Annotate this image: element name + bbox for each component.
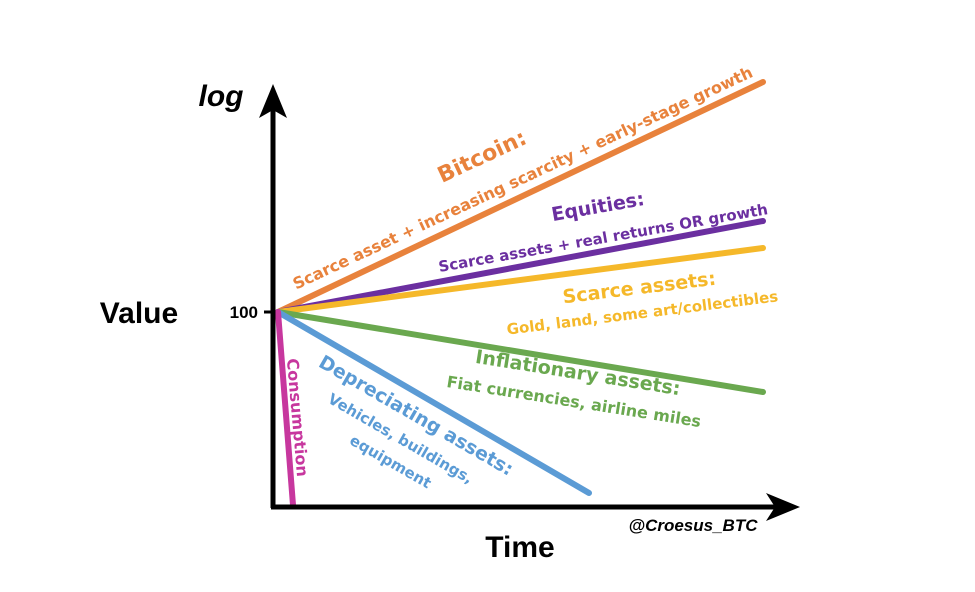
y-axis-label: log bbox=[199, 80, 244, 113]
y-axis-arrowhead bbox=[259, 84, 287, 118]
origin-tick-label: 100 bbox=[230, 303, 258, 322]
x-axis-arrowhead bbox=[766, 493, 800, 521]
depreciating-assets-line bbox=[275, 309, 592, 496]
equities-title: Equities: bbox=[550, 188, 646, 226]
consumption-line bbox=[275, 309, 296, 508]
x-axis-label: Time bbox=[485, 531, 554, 564]
bitcoin-line bbox=[275, 79, 766, 315]
scarce-assets-line bbox=[275, 245, 766, 315]
equities-line bbox=[275, 218, 766, 315]
inflationary-assets-line bbox=[275, 309, 766, 395]
value-label: Value bbox=[100, 297, 178, 330]
credit-label: @Croesus_BTC bbox=[629, 516, 759, 535]
